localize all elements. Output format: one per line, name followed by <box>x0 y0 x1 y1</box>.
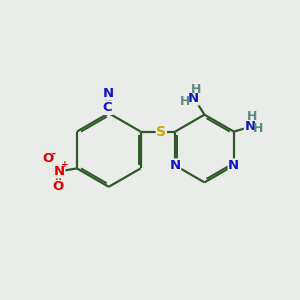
Text: N: N <box>169 159 181 172</box>
Text: O: O <box>42 152 54 166</box>
Text: H: H <box>247 110 257 123</box>
Text: N: N <box>244 120 256 133</box>
Text: H: H <box>180 95 190 108</box>
Text: N: N <box>188 92 199 105</box>
Text: N: N <box>54 165 65 178</box>
Text: +: + <box>61 160 68 169</box>
Text: N: N <box>103 87 114 100</box>
Text: -: - <box>51 149 55 159</box>
Text: N: N <box>228 159 239 172</box>
Text: S: S <box>156 124 166 139</box>
Text: C: C <box>103 101 112 114</box>
Text: O: O <box>52 180 63 193</box>
Text: H: H <box>190 83 201 96</box>
Text: H: H <box>253 122 263 135</box>
